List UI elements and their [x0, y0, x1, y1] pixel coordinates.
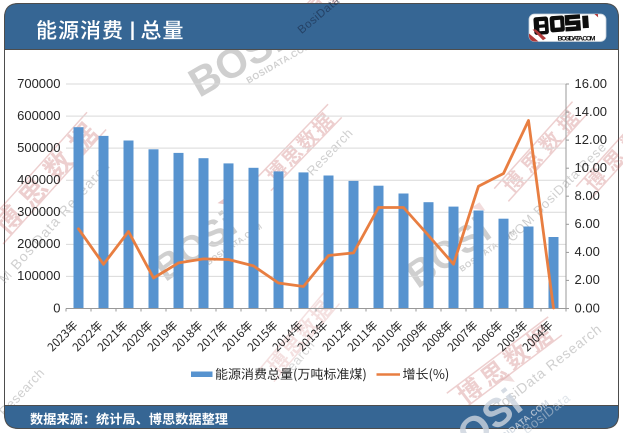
- svg-text:6.00: 6.00: [575, 216, 600, 231]
- svg-text:0.00: 0.00: [575, 300, 600, 315]
- svg-text:2.00: 2.00: [575, 272, 600, 287]
- svg-text:BOSIDATA.COM: BOSIDATA.COM: [558, 35, 596, 42]
- svg-text:200000: 200000: [17, 236, 60, 251]
- svg-text:0: 0: [53, 300, 60, 315]
- svg-text:16.00: 16.00: [575, 76, 608, 91]
- svg-text:10.00: 10.00: [575, 160, 608, 175]
- svg-text:300000: 300000: [17, 204, 60, 219]
- svg-text:14.00: 14.00: [575, 104, 608, 119]
- svg-text:400000: 400000: [17, 172, 60, 187]
- svg-text:12.00: 12.00: [575, 132, 608, 147]
- svg-text:600000: 600000: [17, 108, 60, 123]
- svg-text:700000: 700000: [17, 76, 60, 91]
- svg-text:8.00: 8.00: [575, 188, 600, 203]
- svg-text:100000: 100000: [17, 268, 60, 283]
- svg-text:500000: 500000: [17, 140, 60, 155]
- svg-text:4.00: 4.00: [575, 244, 600, 259]
